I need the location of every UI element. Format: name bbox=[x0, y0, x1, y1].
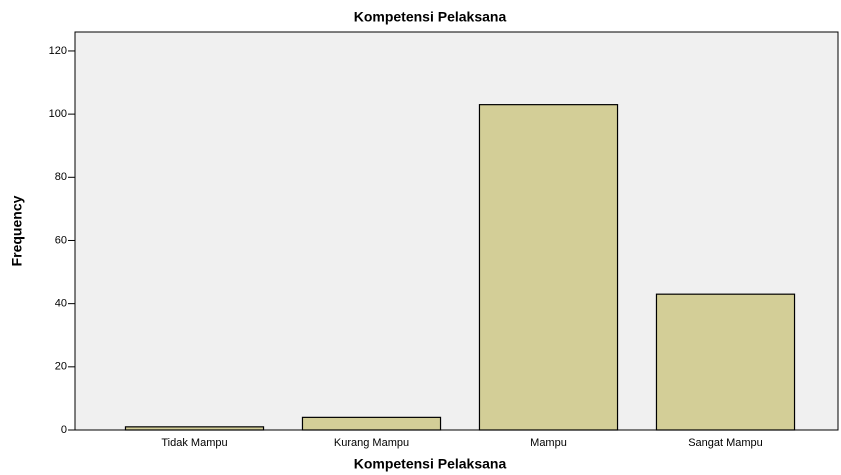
chart-title: Kompetensi Pelaksana bbox=[354, 9, 507, 25]
y-tick-label: 60 bbox=[55, 234, 67, 246]
y-tick-label: 0 bbox=[61, 424, 67, 436]
bar bbox=[124, 426, 265, 431]
x-tick-label: Tidak Mampu bbox=[161, 437, 227, 449]
x-axis-label: Kompetensi Pelaksana bbox=[354, 456, 507, 472]
y-tick-label: 40 bbox=[55, 298, 67, 310]
bar bbox=[478, 104, 619, 431]
bar bbox=[301, 416, 442, 431]
y-tick-label: 20 bbox=[55, 361, 67, 373]
y-tick-label: 80 bbox=[55, 171, 67, 183]
x-tick-label: Mampu bbox=[530, 437, 567, 449]
x-tick-label: Sangat Mampu bbox=[688, 437, 763, 449]
y-axis-label: Frequency bbox=[9, 195, 25, 266]
bar bbox=[655, 293, 796, 431]
x-tick-label: Kurang Mampu bbox=[334, 437, 409, 449]
y-tick-label: 100 bbox=[49, 108, 67, 120]
y-tick-label: 120 bbox=[49, 45, 67, 57]
